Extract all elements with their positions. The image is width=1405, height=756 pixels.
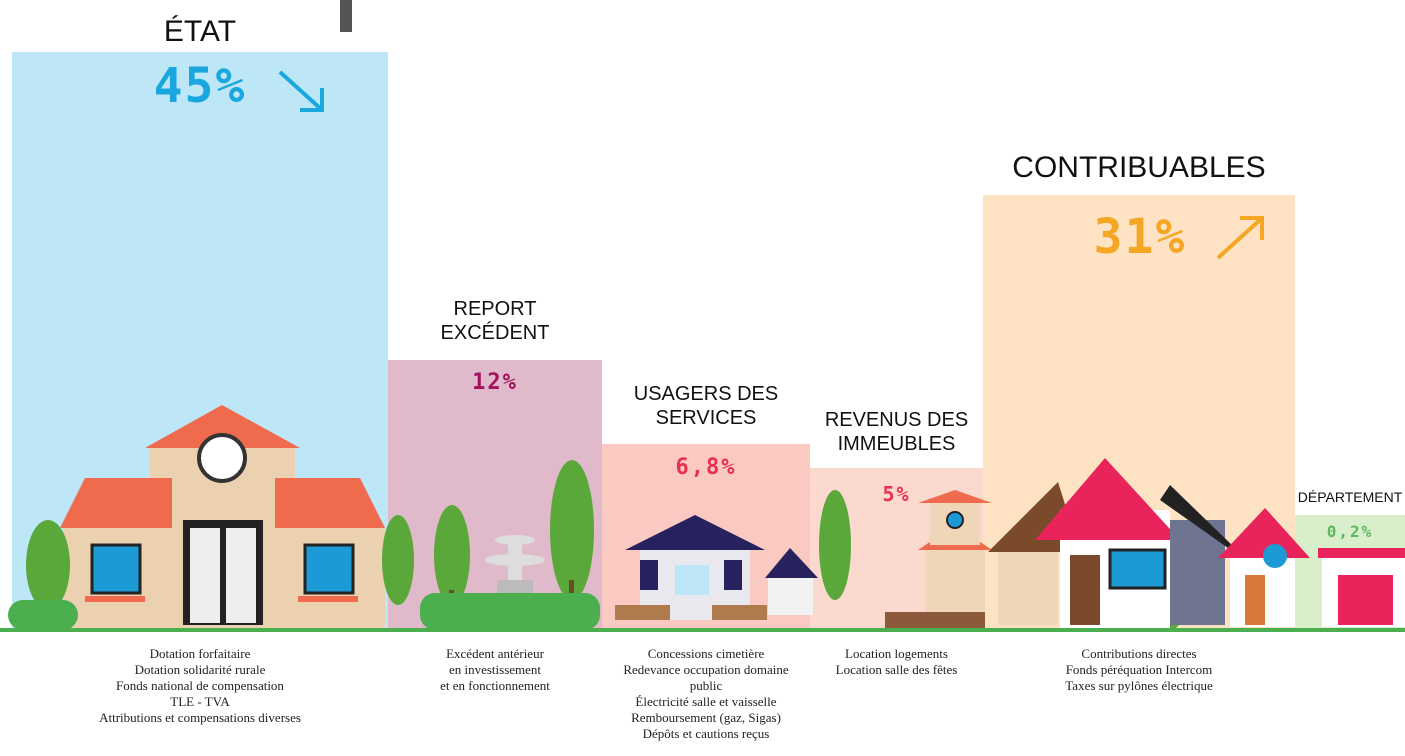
section-percent: 12% — [388, 370, 602, 395]
item: Excédent antérieur — [392, 646, 598, 662]
item: Location logements — [814, 646, 979, 662]
title-line: CONTRIBUABLES — [983, 150, 1295, 186]
bush — [8, 600, 78, 630]
bush — [420, 593, 600, 630]
section-title: DÉPARTEMENT — [1295, 489, 1405, 506]
section-percent: 45% — [120, 58, 280, 114]
section-title: CONTRIBUABLES — [983, 150, 1295, 186]
section-percent: 6,8% — [602, 455, 810, 480]
title-line: ÉTAT — [12, 14, 388, 50]
infographic: ÉTAT 45% Dotation forfaitaireDotation soli… — [0, 0, 1405, 756]
ground — [0, 628, 1405, 632]
item: en investissement — [392, 662, 598, 678]
title-line: SERVICES — [602, 406, 810, 430]
section-title: ÉTAT — [12, 14, 388, 50]
item: Fonds national de compensation — [16, 678, 384, 694]
item: Redevance occupation domaine public — [606, 662, 806, 694]
title-line: DÉPARTEMENT — [1295, 489, 1405, 506]
item: TLE - TVA — [16, 694, 384, 710]
item: Attributions et compensations diverses — [16, 710, 384, 726]
item: Location salle des fêtes — [814, 662, 979, 678]
title-line: USAGERS DES — [602, 382, 810, 406]
item: Dotation forfaitaire — [16, 646, 384, 662]
title-line: EXCÉDENT — [388, 321, 602, 345]
section-percent: 0,2% — [1295, 522, 1405, 541]
item: Taxes sur pylônes électrique — [987, 678, 1291, 694]
item: Concessions cimetière — [606, 646, 806, 662]
item: Électricité salle et vaisselle — [606, 694, 806, 710]
section-percent: 31% — [1060, 209, 1220, 265]
item: Fonds péréquation Intercom — [987, 662, 1291, 678]
title-line: REPORT — [388, 297, 602, 321]
item: Remboursement (gaz, Sigas) — [606, 710, 806, 726]
section-percent: 5% — [810, 482, 983, 506]
item: Contributions directes — [987, 646, 1291, 662]
item: Dépôts et cautions reçus — [606, 726, 806, 742]
title-line: IMMEUBLES — [810, 432, 983, 456]
title-line: REVENUS DES — [810, 408, 983, 432]
item: et en fonctionnement — [392, 678, 598, 694]
item: Dotation solidarité rurale — [16, 662, 384, 678]
